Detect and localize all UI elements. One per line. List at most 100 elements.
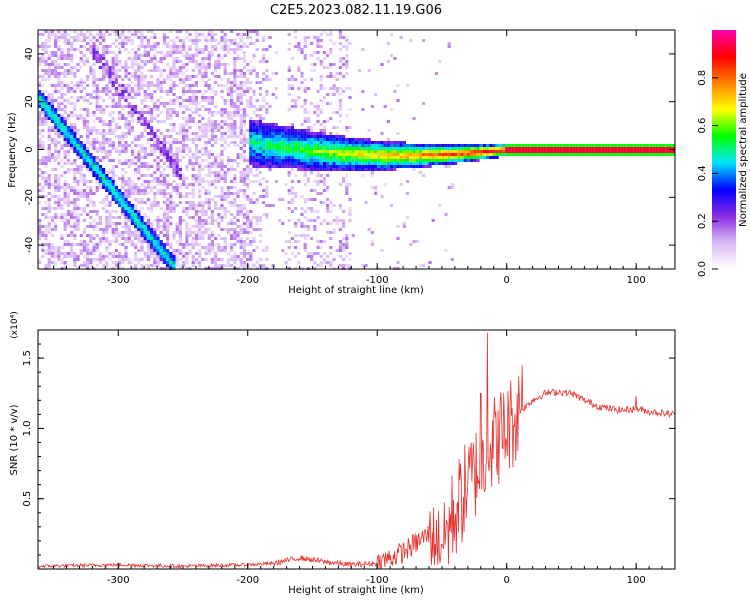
heatmap-cell [156,78,160,81]
heatmap-cell [82,231,86,234]
heatmap-cell [204,72,208,75]
heatmap-cell [143,252,147,255]
heatmap-cell [143,45,147,48]
heatmap-cell [140,42,144,45]
heatmap-cell [345,174,349,177]
heatmap-cell [63,189,67,192]
heatmap-cell [262,99,266,102]
heatmap-cell [50,120,54,123]
heatmap-cell [63,156,67,159]
heatmap-cell [223,33,227,36]
heatmap-cell [111,84,115,87]
snr-multiplier: (x10⁴) [10,311,20,338]
heatmap-cell [111,192,115,195]
heatmap-cell [38,261,42,264]
heatmap-cell [258,156,262,159]
heatmap-cell [473,153,477,156]
heatmap-cell [134,57,138,60]
heatmap-cell [287,219,291,222]
heatmap-cell [105,156,109,159]
heatmap-cell [70,252,74,255]
heatmap-cell [82,189,86,192]
heatmap-cell [146,186,150,189]
heatmap-cell [146,93,150,96]
heatmap-cell [287,258,291,261]
heatmap-cell [226,258,230,261]
heatmap-cell [82,150,86,153]
heatmap-cell [70,231,74,234]
heatmap-cell [559,144,563,147]
heatmap-cell [415,162,419,165]
heatmap-cell [217,234,221,237]
heatmap-cell [361,153,365,156]
heatmap-cell [201,33,205,36]
heatmap-cell [166,234,170,237]
heatmap-cell [278,219,282,222]
heatmap-cell [287,126,291,129]
heatmap-cell [226,114,230,117]
snr-series [37,332,676,570]
heatmap-cell [194,96,198,99]
heatmap-cell [194,153,198,156]
heatmap-cell [70,168,74,171]
heatmap-cell [143,147,147,150]
heatmap-cell [204,66,208,69]
heatmap-cell [86,225,90,228]
heatmap-cell [73,174,77,177]
heatmap-cell [338,48,342,51]
heatmap-cell [236,204,240,207]
heatmap-cell [169,147,173,150]
heatmap-cell [233,75,237,78]
heatmap-cell [89,165,93,168]
heatmap-cell [297,234,301,237]
heatmap-cell [252,201,256,204]
heatmap-cell [102,177,106,180]
heatmap-cell [220,162,224,165]
heatmap-cell [47,177,51,180]
heatmap-cell [338,240,342,243]
heatmap-cell [345,39,349,42]
heatmap-cell [380,165,384,168]
heatmap-cell [588,147,592,150]
heatmap-cell [223,132,227,135]
heatmap-cell [345,66,349,69]
heatmap-cell [217,249,221,252]
heatmap-cell [246,114,250,117]
heatmap-cell [194,258,198,261]
heatmap-cell [274,96,278,99]
heatmap-cell [137,249,141,252]
heatmap-cell [255,75,259,78]
heatmap-cell [278,132,282,135]
heatmap-cell [300,225,304,228]
heatmap-cell [60,87,64,90]
heatmap-cell [380,156,384,159]
heatmap-cell [159,72,163,75]
heatmap-cell [274,135,278,138]
heatmap-cell [262,54,266,57]
heatmap-cell [406,153,410,156]
heatmap-cell [313,123,317,126]
heatmap-cell [290,162,294,165]
heatmap-cell [166,111,170,114]
heatmap-cell [236,192,240,195]
heatmap-cell [130,57,134,60]
heatmap-cell [239,141,243,144]
heatmap-cell [102,171,106,174]
heatmap-cell [258,135,262,138]
heatmap-cell [102,144,106,147]
heatmap-cell [143,135,147,138]
heatmap-cell [169,162,173,165]
heatmap-cell [73,126,77,129]
heatmap-cell [70,87,74,90]
heatmap-cell [303,168,307,171]
heatmap-cell [255,132,259,135]
heatmap-cell [63,162,67,165]
heatmap-cell [92,51,96,54]
heatmap-cell [86,192,90,195]
heatmap-cell [239,225,243,228]
heatmap-cell [172,207,176,210]
heatmap-cell [44,156,48,159]
heatmap-cell [50,33,54,36]
heatmap-cell [175,132,179,135]
heatmap-cell [89,66,93,69]
